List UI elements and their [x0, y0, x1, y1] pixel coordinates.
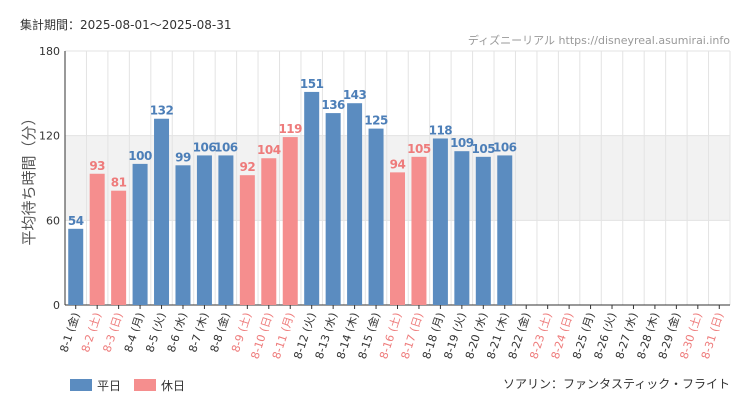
data-label: 106 — [493, 140, 517, 154]
bar — [68, 228, 84, 305]
data-label: 118 — [429, 123, 453, 137]
data-label: 132 — [150, 104, 174, 118]
bar — [432, 138, 448, 305]
bar — [89, 173, 105, 305]
bar — [325, 113, 341, 305]
bar — [497, 155, 513, 305]
legend-holiday-label: 休日 — [161, 379, 185, 393]
data-label: 94 — [390, 157, 406, 171]
y-tick-label: 180 — [39, 45, 60, 58]
bar — [175, 165, 191, 305]
data-label: 54 — [68, 214, 84, 228]
y-axis-label: 平均待ち時間（分） — [20, 110, 38, 245]
data-label: 106 — [193, 140, 217, 154]
bar — [196, 155, 212, 305]
y-tick-label: 0 — [53, 299, 60, 312]
bar — [411, 156, 427, 305]
data-label: 81 — [111, 176, 127, 190]
data-label: 125 — [364, 114, 388, 128]
data-label: 104 — [257, 143, 281, 157]
bar — [239, 175, 255, 305]
legend-weekday-label: 平日 — [97, 379, 121, 393]
data-label: 106 — [214, 140, 238, 154]
x-tick-label: 8-8 (金) — [207, 311, 233, 354]
bar — [261, 158, 277, 305]
period-label: 集計期間：2025-08-01～2025-08-31 — [20, 17, 231, 32]
data-label: 143 — [343, 88, 367, 102]
data-label: 105 — [407, 142, 431, 156]
bar — [282, 137, 298, 305]
data-label: 100 — [128, 149, 152, 163]
data-label: 151 — [300, 77, 324, 91]
data-label: 93 — [89, 159, 105, 173]
bar — [218, 155, 234, 305]
legend: 平日 休日 — [70, 379, 185, 393]
bar — [454, 151, 470, 305]
x-tick-label: 8-1 (金) — [57, 311, 83, 354]
y-tick-label: 120 — [39, 130, 60, 143]
bar — [154, 118, 170, 305]
bar — [304, 91, 320, 305]
data-label: 109 — [450, 136, 474, 150]
data-label: 136 — [321, 98, 345, 112]
bar — [347, 103, 363, 305]
bar — [132, 163, 148, 305]
data-label: 92 — [239, 160, 255, 174]
y-tick-label: 60 — [46, 214, 60, 227]
bar — [475, 156, 491, 305]
bar — [111, 190, 127, 305]
data-label: 99 — [175, 150, 191, 164]
bar — [390, 172, 405, 305]
source-credit: ディズニーリアル https://disneyreal.asumirai.inf… — [468, 33, 730, 47]
legend-weekday-swatch — [70, 379, 92, 391]
data-label: 119 — [278, 122, 302, 136]
legend-holiday-swatch — [134, 379, 156, 391]
bar — [368, 128, 384, 305]
attraction-name: ソアリン：ファンタスティック・フライト — [503, 377, 730, 391]
data-label: 105 — [472, 142, 496, 156]
